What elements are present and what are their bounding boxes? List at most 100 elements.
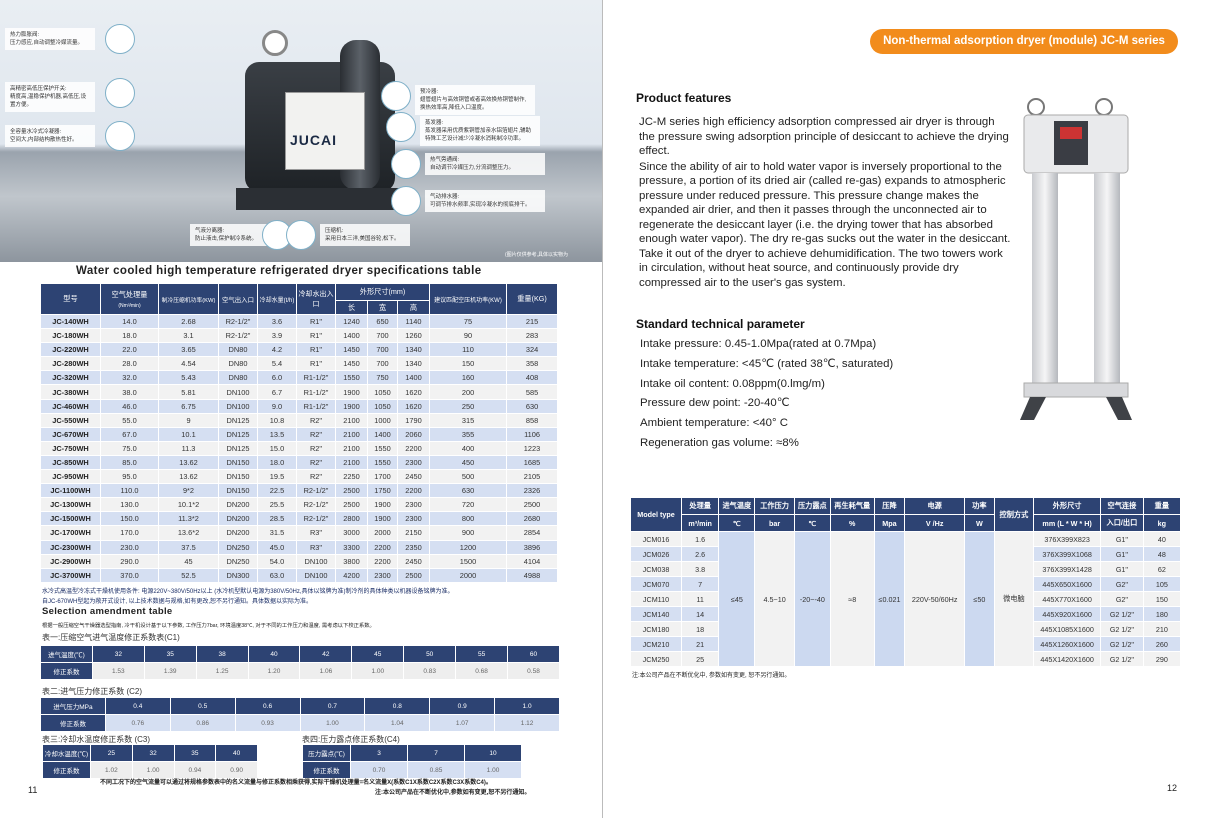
spec-row: JC-1100WH 110.0 9*2 DN150 22.5 R2-1/2" 2500 175…: [40, 483, 559, 499]
model-cell: 376X399X1068: [1033, 546, 1102, 562]
spec-cell: 1550: [367, 440, 398, 456]
spec-cell: 630: [429, 483, 508, 499]
model-header: 工作压力: [754, 497, 795, 515]
page-number-right: 12: [1167, 783, 1178, 793]
spec-cell: 6.0: [257, 370, 297, 386]
spec-table-title: Water cooled high temperature refrigerat…: [76, 265, 482, 277]
model-cell: 445X1420X1600: [1033, 651, 1102, 667]
model-header-unit: Mpa: [873, 514, 906, 532]
series-banner: Non-thermal adsorption dryer (module) JC…: [870, 29, 1178, 54]
c4-factor-cell: 0.85: [407, 761, 465, 779]
photo-callout: 压缩机: 采用日本三洋,美国谷轮,松下。: [320, 224, 410, 246]
model-header: 处理量: [681, 497, 720, 515]
model-cell: G2 1/2": [1100, 651, 1144, 667]
model-row: JCM026 2.6 376X399X1068 G1" 48: [629, 546, 1182, 562]
c1-factor-cell: 0.68: [455, 662, 509, 680]
model-cell: G2 1/2": [1100, 606, 1144, 622]
c2-input-cell: 0.7: [299, 697, 366, 715]
callout-text: 自动调节冷媒压力,分流调整压力。: [430, 165, 515, 171]
spec-cell: 25.5: [257, 497, 297, 513]
spec-cell: 2100: [335, 412, 368, 428]
spec-cell: 2450: [396, 469, 431, 485]
spec-row: JC-1700WH 170.0 13.6*2 DN200 31.5 R3" 3000 2000…: [40, 525, 559, 541]
c1-title: 表一:压缩空气进气温度修正系数表(C1): [42, 633, 180, 642]
c2-factor-cell: 0.76: [104, 714, 171, 732]
spec-cell: R1": [296, 313, 336, 330]
spec-cell: 15.0: [257, 440, 297, 456]
model-shared-cell: ≈8: [829, 531, 875, 667]
spec-cell: 2200: [396, 440, 431, 456]
model-cell: 260: [1142, 636, 1182, 652]
photo-callout: 热气旁通阀: 自动调节冷媒压力,分流调整压力。: [425, 153, 545, 175]
model-cell: 21: [681, 636, 720, 652]
spec-cell: JC-1100WH: [40, 483, 101, 499]
spec-cell: 2200: [396, 483, 431, 499]
component-bubble-icon: [105, 121, 135, 151]
header-port: 空气出入口: [218, 283, 258, 315]
spec-row: JC-280WH 28.0 4.54 DN80 5.4 R1" 1450 700 1340 150…: [40, 356, 559, 372]
c3-factor-cell: 0.94: [173, 761, 217, 779]
model-header-unit: bar: [754, 514, 795, 532]
spec-cell: 1900: [335, 384, 368, 400]
header-width: 宽: [367, 300, 398, 315]
model-row: JCM110 11 445X770X1600 G2" 150: [629, 591, 1182, 607]
model-header-unit: W: [963, 514, 995, 532]
model-cell: JCM140: [629, 606, 683, 622]
model-header: Model type: [629, 497, 683, 532]
c2-table: 进气压力MPa 0.4 0.5 0.6 0.7 0.8 0.9 1.0 修正系数 0.76 0.86…: [40, 697, 560, 732]
callout-title: 预冷器:: [420, 89, 439, 95]
c2-input-cell: 0.6: [234, 697, 301, 715]
spec-cell: 67.0: [100, 426, 159, 442]
spec-cell: 1500: [429, 553, 508, 569]
component-bubble-icon: [386, 112, 416, 142]
spec-cell: 1450: [335, 356, 368, 372]
photo-callout: 高精密高低压保护开关: 精度高,温稳保护机器,高低压,设置方便。: [5, 82, 95, 112]
spec-cell: DN200: [218, 511, 258, 527]
spec-cell: 45: [158, 553, 219, 569]
spec-cell: 1550: [367, 454, 398, 471]
spec-cell: 370.0: [100, 567, 159, 583]
spec-cell: 2500: [335, 497, 368, 513]
component-bubble-icon: [105, 78, 135, 108]
c1-input-cell: 38: [195, 645, 249, 663]
header-dims: 外形尺寸(mm): [334, 283, 431, 301]
spec-cell: 1685: [506, 454, 559, 471]
c4-input-cell: 7: [407, 744, 465, 762]
spec-cell: 1900: [367, 511, 398, 527]
spec-cell: 5.4: [257, 356, 297, 372]
spec-cell: 2200: [367, 553, 398, 569]
spec-cell: 700: [367, 356, 398, 372]
spec-cell: 3.9: [257, 328, 297, 344]
spec-cell: JC-220WH: [40, 342, 101, 358]
spec-row: JC-550WH 55.0 9 DN125 10.8 R2" 2100 1000 1790 315…: [40, 412, 559, 428]
component-bubble-icon: [391, 186, 421, 216]
spec-cell: 1200: [429, 539, 508, 555]
spec-cell: 4200: [335, 567, 368, 583]
spec-cell: JC-380WH: [40, 384, 101, 400]
spec-cell: R1-1/2": [296, 398, 336, 414]
param-regeneration-gas: Regeneration gas volume: ≈8%: [640, 436, 799, 449]
spec-cell: 11.3: [158, 440, 219, 456]
spec-row: JC-320WH 32.0 5.43 DN80 6.0 R1-1/2" 1550 750 140…: [40, 370, 559, 386]
spec-cell: DN150: [218, 454, 258, 471]
callout-text: 采用日本三洋,美国谷轮,松下。: [325, 236, 400, 242]
spec-cell: 1550: [335, 370, 368, 386]
spec-cell: 13.62: [158, 454, 219, 471]
spec-cell: 585: [506, 384, 559, 400]
model-cell: 7: [681, 576, 720, 592]
spec-cell: 9: [158, 412, 219, 428]
header-length: 长: [335, 300, 368, 315]
spec-cell: DN100: [218, 398, 258, 414]
c2-input-cell: 0.4: [104, 697, 171, 715]
c1-factor-cell: 0.83: [403, 662, 457, 680]
model-row: JCM070 7 445X650X1600 G2" 105: [629, 576, 1182, 592]
spec-cell: DN300: [218, 567, 258, 583]
c2-row-factor: 修正系数 0.76 0.86 0.93 1.00 1.04 1.07 1.12: [40, 714, 560, 732]
c2-factor-cell: 0.93: [234, 714, 301, 732]
spec-cell: 858: [506, 412, 559, 428]
spec-note-1: 水冷式高温型冷冻式干燥机使用条件: 电源220V~380V/50Hz以上 (水冷…: [42, 589, 454, 595]
spec-cell: 3000: [335, 525, 368, 541]
param-oil-content: Intake oil content: 0.08ppm(0.lmg/m): [640, 377, 825, 390]
spec-cell: 700: [367, 328, 398, 344]
spec-cell: 2100: [335, 426, 368, 442]
